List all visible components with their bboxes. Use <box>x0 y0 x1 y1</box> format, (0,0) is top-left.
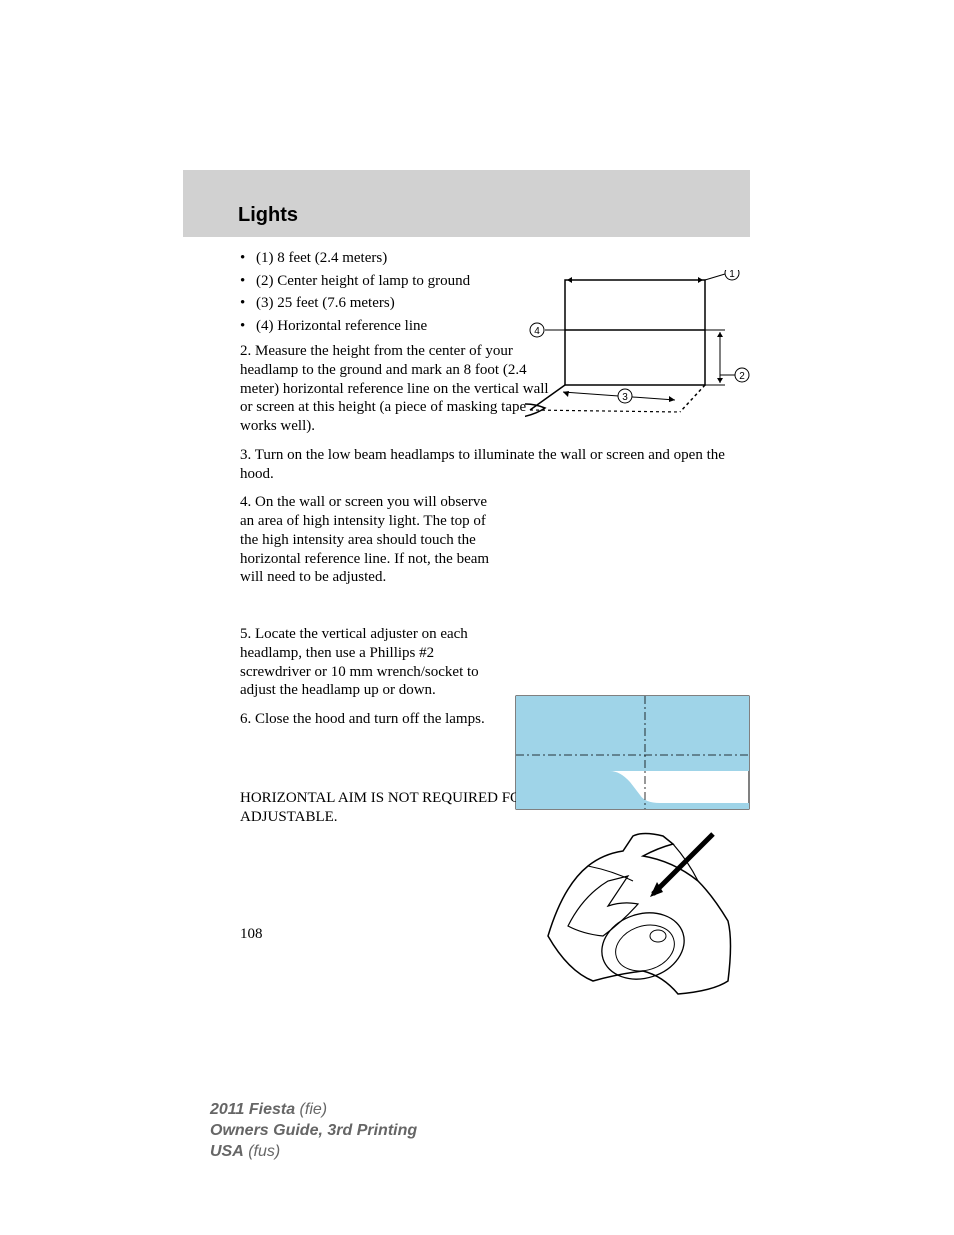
svg-text:2: 2 <box>739 371 745 382</box>
section-title: Lights <box>238 204 738 227</box>
footer-model: 2011 Fiesta <box>210 1101 295 1118</box>
paragraph-3: 3. Turn on the low beam headlamps to ill… <box>240 446 750 484</box>
section-header: Lights <box>183 170 750 237</box>
paragraph-4: 4. On the wall or screen you will observ… <box>240 493 500 587</box>
hood-adjuster-diagram <box>533 826 738 1001</box>
bullet-item: (2) Center height of lamp to ground <box>240 272 480 292</box>
wall-diagram: 1 4 2 3 <box>525 270 750 420</box>
svg-text:3: 3 <box>622 392 628 403</box>
footer-code1: (fie) <box>295 1101 327 1118</box>
footer-line-1: 2011 Fiesta (fie) <box>210 1100 417 1121</box>
svg-text:1: 1 <box>729 270 735 280</box>
bullet-item: (3) 25 feet (7.6 meters) <box>240 294 480 314</box>
footer-region: USA <box>210 1143 244 1160</box>
bullet-item: (1) 8 feet (2.4 meters) <box>240 249 480 269</box>
footer: 2011 Fiesta (fie) Owners Guide, 3rd Prin… <box>210 1100 417 1162</box>
footer-line-3: USA (fus) <box>210 1142 417 1163</box>
footer-line-2: Owners Guide, 3rd Printing <box>210 1121 417 1142</box>
beam-pattern-diagram <box>515 695 750 810</box>
bullet-item: (4) Horizontal reference line <box>240 317 480 337</box>
svg-text:4: 4 <box>534 326 540 337</box>
footer-code2: (fus) <box>244 1143 280 1160</box>
paragraph-6: 6. Close the hood and turn off the lamps… <box>240 710 500 729</box>
paragraph-5: 5. Locate the vertical adjuster on each … <box>240 625 500 700</box>
paragraph-2: 2. Measure the height from the center of… <box>240 342 560 436</box>
